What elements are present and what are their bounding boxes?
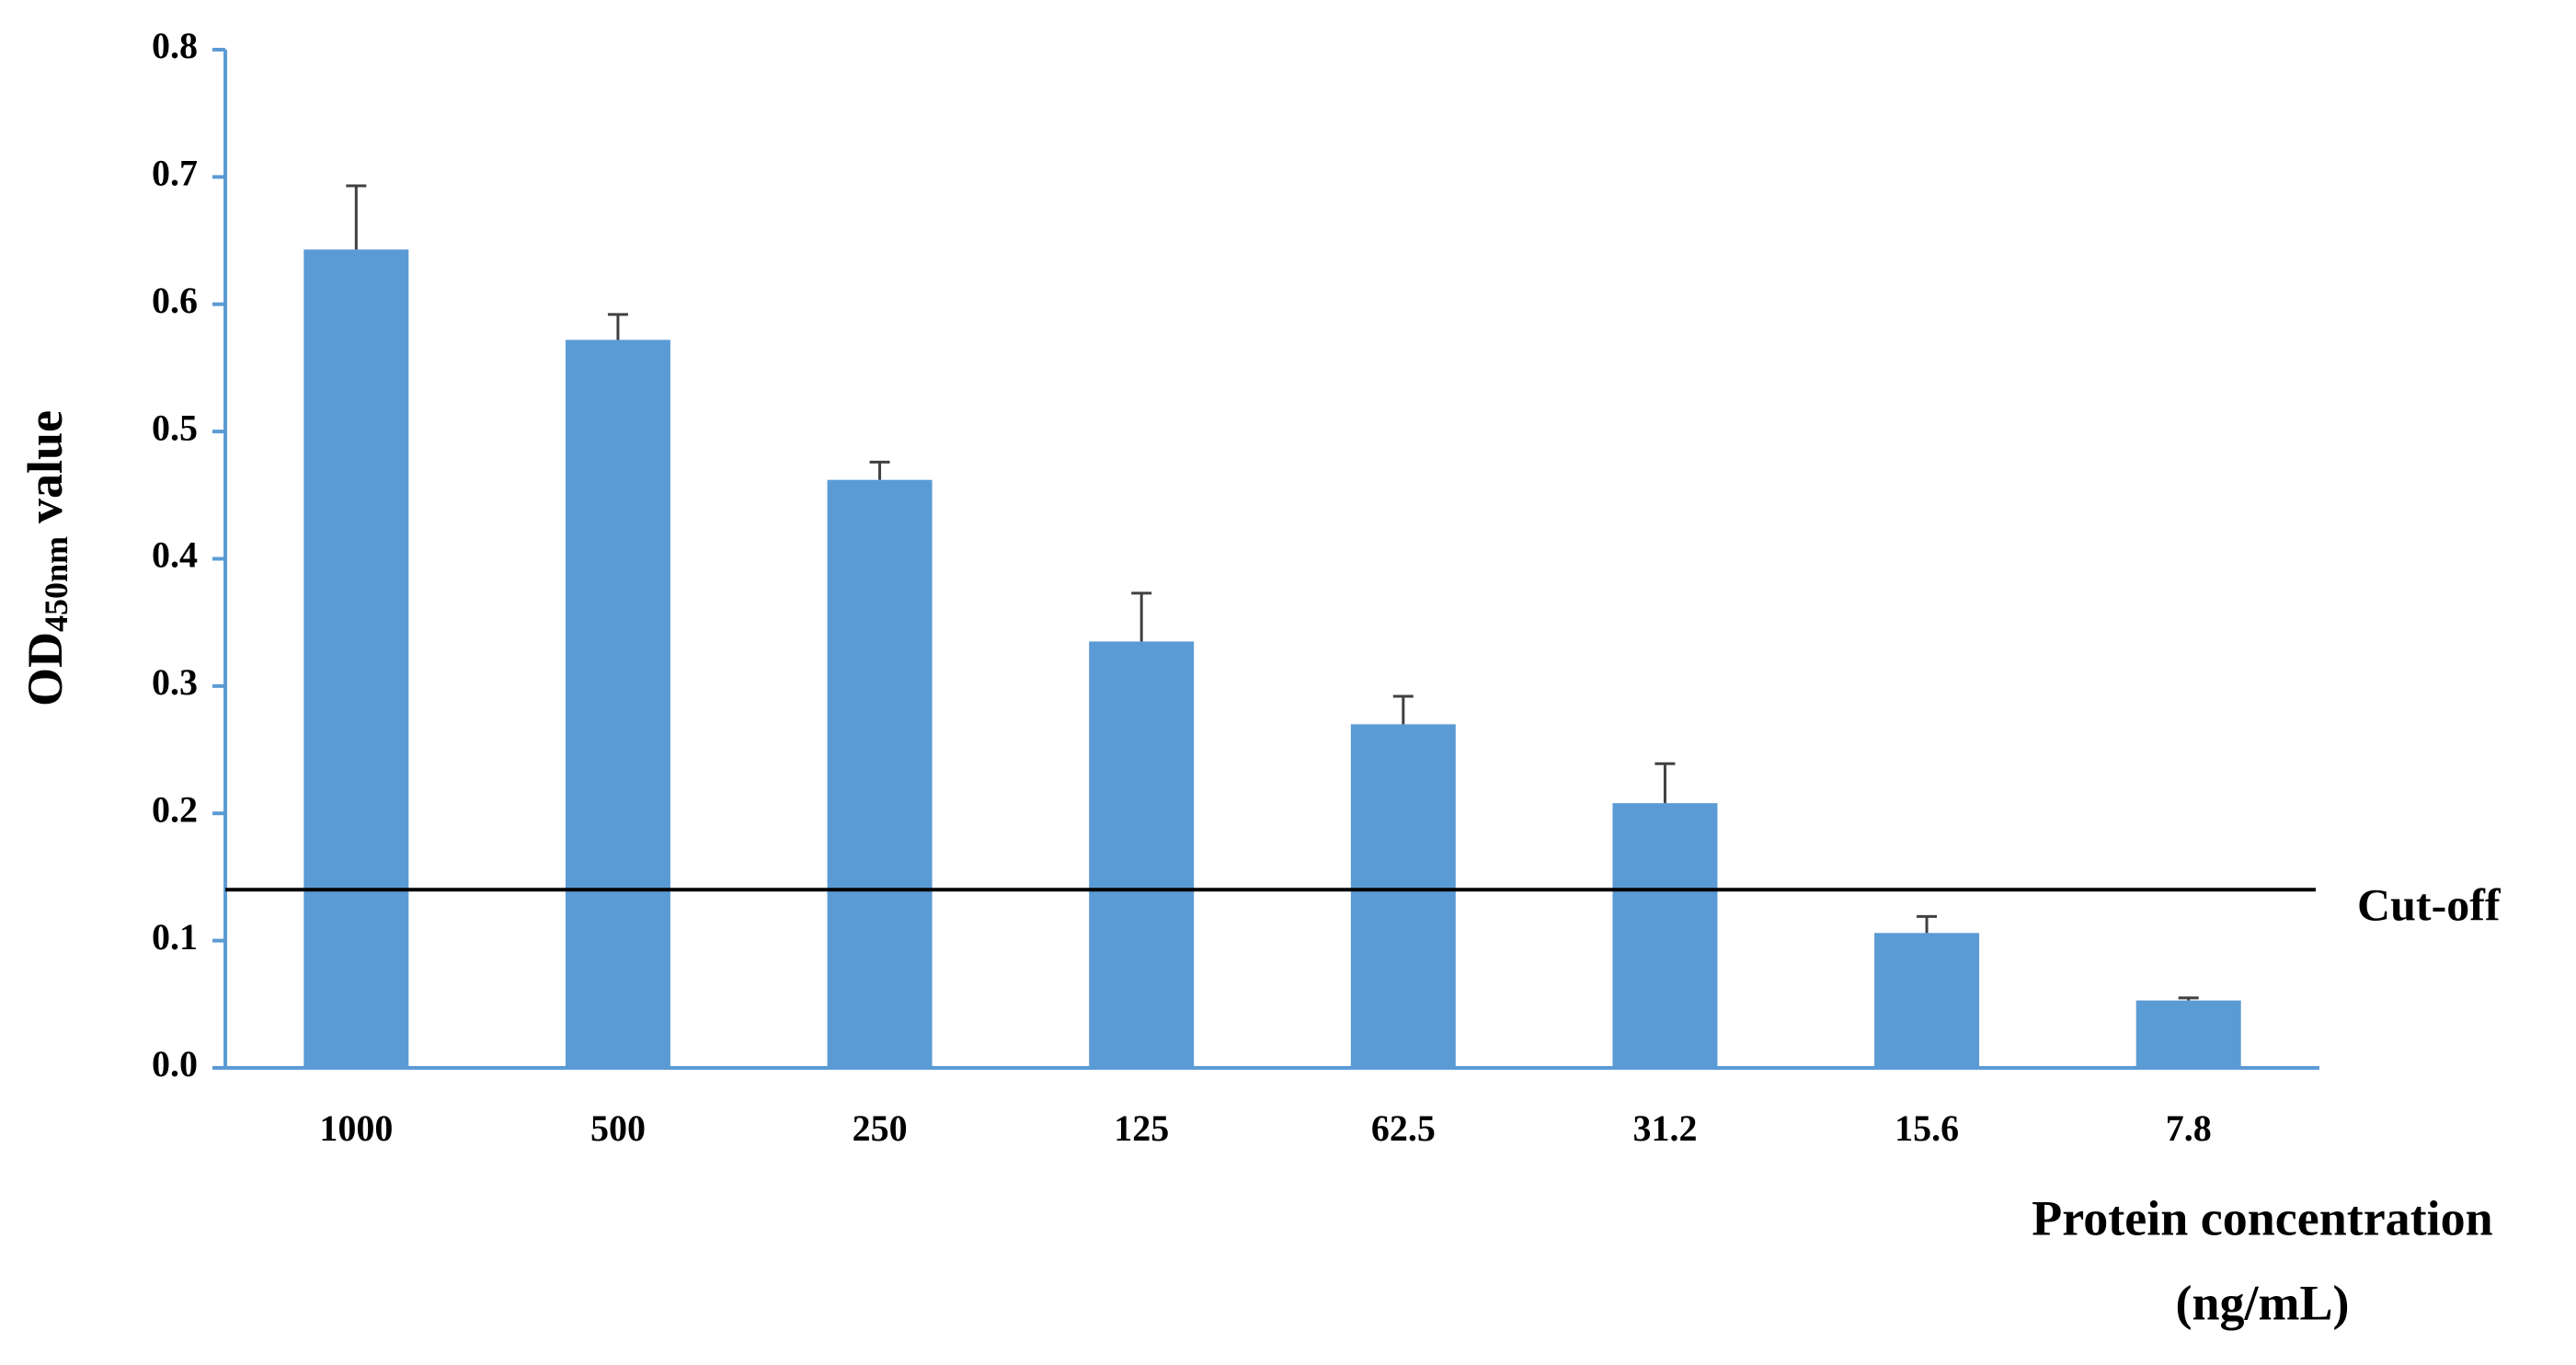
y-title-main: OD — [17, 632, 73, 706]
bar — [827, 479, 933, 1068]
y-tick-label: 0.7 — [152, 153, 198, 194]
y-tick-label: 0.8 — [152, 25, 198, 66]
y-tick-label: 0.1 — [152, 916, 198, 958]
x-tick-label: 125 — [1114, 1107, 1169, 1149]
y-tick-label: 0.2 — [152, 788, 198, 830]
error-bar — [1392, 694, 1414, 725]
x-tick-label: 62.5 — [1371, 1107, 1436, 1149]
x-tick-label: 31.2 — [1632, 1107, 1697, 1149]
bar — [2135, 1000, 2241, 1068]
error-bar — [1131, 591, 1152, 642]
x-tick-label: 15.6 — [1895, 1107, 1959, 1149]
error-bar — [607, 313, 628, 340]
x-tick-label: 1000 — [319, 1107, 393, 1149]
y-tick-label: 0.3 — [152, 661, 198, 703]
error-bar — [346, 184, 367, 250]
bar — [303, 249, 409, 1068]
bar — [1612, 803, 1718, 1068]
bar — [1874, 933, 1980, 1068]
y-tick-label: 0.5 — [152, 407, 198, 448]
y-tick-label: 0.6 — [152, 280, 198, 321]
x-axis-title: (ng/mL) — [2176, 1275, 2350, 1330]
error-bar — [869, 460, 890, 480]
x-tick-label: 7.8 — [2166, 1107, 2212, 1149]
y-tick-label: 0.0 — [152, 1043, 198, 1084]
error-bar — [1917, 914, 1938, 934]
error-bar — [1654, 762, 1676, 804]
y-title-sub: 450nm — [38, 536, 74, 632]
error-bar — [2178, 996, 2199, 1001]
bar — [1350, 724, 1456, 1068]
bar — [1089, 641, 1195, 1068]
x-tick-label: 500 — [590, 1107, 646, 1149]
y-title-rest: value — [17, 410, 73, 523]
y-axis-title: OD450nm value — [17, 410, 74, 706]
y-tick-label: 0.4 — [152, 534, 198, 576]
cutoff-label: Cut-off — [2357, 879, 2502, 931]
x-axis-title: Protein concentration — [2032, 1190, 2492, 1245]
x-tick-label: 250 — [853, 1107, 908, 1149]
bar — [565, 339, 670, 1068]
